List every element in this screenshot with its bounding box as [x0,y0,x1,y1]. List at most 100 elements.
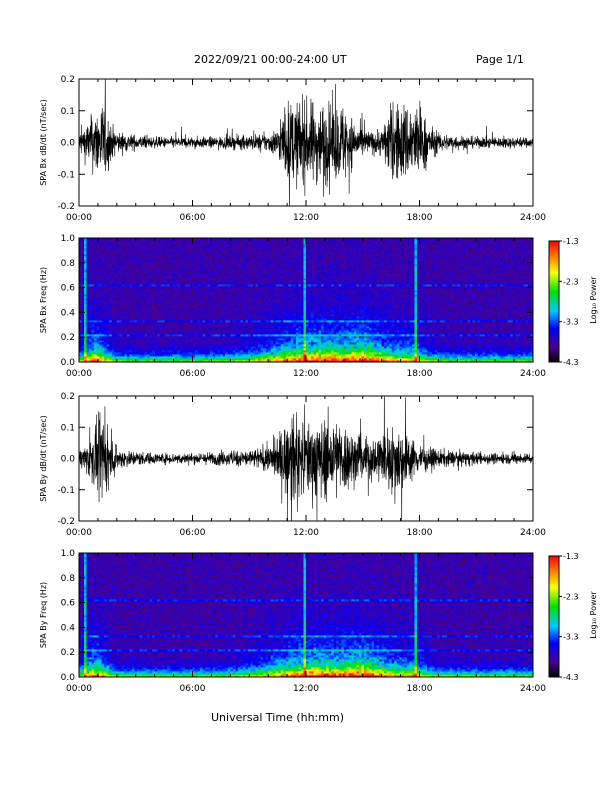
spectrogram-cell [147,344,151,347]
spectrogram-cell [177,304,181,307]
spectrogram-cell [81,326,85,329]
spectrogram-cell [154,332,158,335]
spectrogram-cell [182,250,186,253]
spectrogram-cell [94,260,98,263]
spectrogram-cell [134,306,138,309]
spectrogram-cell [106,352,110,355]
spectrogram-cell [174,274,178,277]
spectrogram-cell [119,276,123,279]
spectrogram-cell [192,286,196,289]
spectrogram-cell [184,266,188,269]
spectrogram-cell [96,268,100,271]
spectrogram-cell [172,246,176,249]
spectrogram-cell [121,264,125,267]
spectrogram-cell [179,260,183,263]
spectrogram-cell [79,330,82,333]
spectrogram-cell [184,352,188,355]
spectrogram-cell [159,300,163,303]
spectrogram-cell [167,248,171,251]
spectrogram-cell [177,318,181,321]
spectrogram-cell [177,252,181,255]
spectrogram-cell [177,308,181,311]
spectrogram-cell [94,276,98,279]
spectrogram-cell [152,338,156,341]
spectrogram-cell [152,320,156,323]
spectrogram-cell [195,328,198,331]
spectrogram-cell [91,244,95,247]
spectrogram-cell [116,326,120,329]
spectrogram-cell [101,254,105,257]
spectrogram-cell [139,248,143,251]
spectrogram-cell [184,336,188,339]
spectrogram-cell [89,340,93,343]
spectrogram-cell [116,276,120,279]
spectrogram-cell [159,244,163,247]
spectrogram-cell [134,304,138,307]
spectrogram-cell [101,278,105,281]
spectrogram-cell [154,310,158,313]
spectrogram-cell [94,250,98,253]
spectrogram-cell [99,302,103,305]
spectrogram-cell [167,356,171,359]
spectrogram-cell [187,292,191,295]
spectrogram-cell [159,288,163,291]
spectrogram-cell [149,248,153,251]
spectrogram-cell [202,264,206,267]
spectrogram-cell [184,242,188,245]
spectrogram-cell [131,272,135,275]
spectrogram-cell [124,272,128,275]
spectrogram-cell [139,350,143,353]
spectrogram-cell [134,264,138,267]
spectrogram-cell [184,342,188,345]
spectrogram-cell [86,268,90,271]
spectrogram-cell [94,264,98,267]
spectrogram-cell [174,254,178,257]
spectrogram-cell [99,260,103,263]
spectrogram-cell [121,316,125,319]
spectrogram-cell [94,342,98,345]
spectrogram-cell [167,288,171,291]
spectrogram-cell [124,308,128,311]
spectrogram-cell [114,246,118,249]
spectrogram-cell [159,302,163,305]
spectrogram-cell [139,254,143,257]
spectrogram-cell [152,344,156,347]
spectrogram-cell [149,238,153,241]
spectrogram-cell [200,290,203,293]
spectrogram-cell [144,248,148,251]
spectrogram-cell [139,256,143,259]
spectrogram-cell [86,348,90,351]
spectrogram-cell [101,282,105,285]
spectrogram-cell [147,354,151,357]
spectrogram-cell [202,354,206,357]
spectrogram-cell [116,300,120,303]
spectrogram-cell [134,310,138,313]
spectrogram-cell [131,322,135,325]
spectrogram-cell [124,338,128,341]
spectrogram-cell [200,274,203,277]
spectrogram-cell [81,246,85,249]
spectrogram-cell [182,352,186,355]
spectrogram-cell [154,256,158,259]
spectrogram-cell [129,276,133,279]
spectrogram-cell [179,288,183,291]
spectrogram-cell [96,248,100,251]
spectrogram-cell [109,330,113,333]
spectrogram-cell [104,308,108,311]
spectrogram-cell [84,248,87,251]
spectrogram-cell [200,306,203,309]
spectrogram-cell [159,260,163,263]
spectrogram-cell [126,286,130,289]
spectrogram-cell [174,310,178,313]
spectrogram-cell [94,304,98,307]
spectrogram-cell [111,276,115,279]
spectrogram-cell [121,310,125,313]
spectrogram-cell [162,338,166,341]
spectrogram-cell [84,334,87,337]
spectrogram-cell [81,292,85,295]
spectrogram-cell [109,262,113,265]
spectrogram-cell [104,344,108,347]
spectrogram-cell [162,274,166,277]
spectrogram-cell [137,308,140,311]
spectrogram-cell [91,276,95,279]
